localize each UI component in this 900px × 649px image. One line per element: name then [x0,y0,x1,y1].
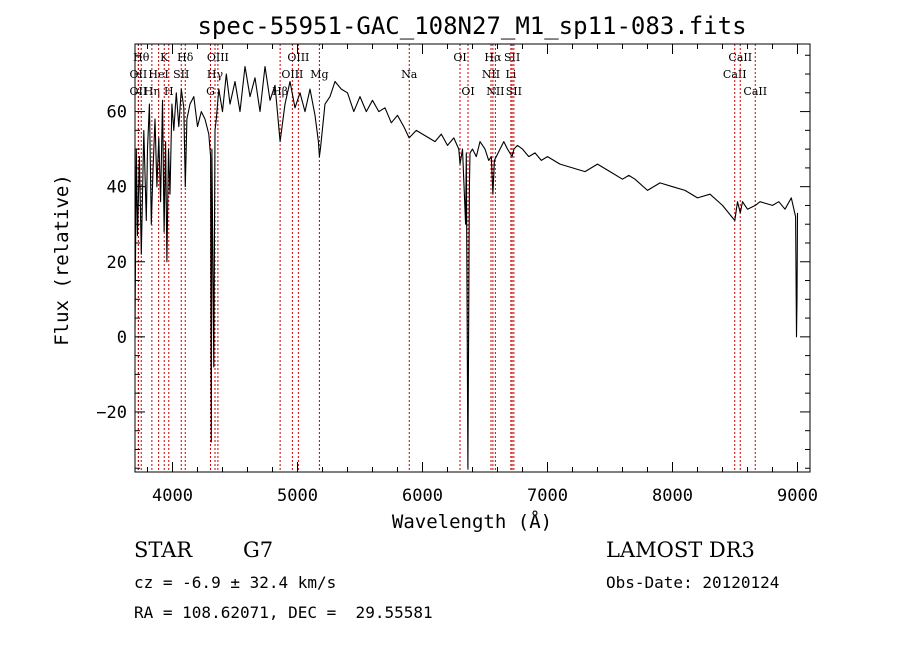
line-marker-label: G [206,85,215,98]
chart-title: spec-55951-GAC_108N27_M1_sp11-083.fits [197,12,746,40]
survey-name: LAMOST DR3 [606,538,755,562]
line-marker-label: Hη [144,85,160,98]
x-tick-label: 5000 [277,486,318,506]
coordinates: RA = 108.62071, DEC = 29.55581 [134,603,433,622]
y-axis-label: Flux (relative) [51,174,73,346]
x-tick-label: 6000 [402,486,443,506]
line-marker-label: OIII [281,68,303,81]
x-tick-label: 4000 [152,486,193,506]
line-marker-label: Hθ [133,51,150,64]
line-marker-label: Na [401,68,418,81]
line-marker-label: OIII [287,51,309,64]
line-marker-label: OI [461,85,474,98]
x-tick-label: 8000 [652,486,693,506]
line-markers: HθOIIOIIHηHeIKHSIIHδGHγOIIIHβOIIIOIIIMgN… [130,44,767,472]
line-marker-label: OII [130,85,148,98]
axes: 4000 5000 6000 7000 8000 9000 −20 0 20 40 60 [96,44,818,506]
redshift-cz: cz = -6.9 ± 32.4 km/s [134,573,337,592]
x-tick-label: 7000 [527,486,568,506]
line-marker-label: Li [505,68,516,81]
line-marker-label: CaII [728,51,752,64]
line-marker-label: OIII [207,51,229,64]
object-class: STAR [134,538,193,562]
x-tick-label: 9000 [777,486,818,506]
obs-date: Obs-Date: 20120124 [606,573,780,592]
line-marker-label: SII [173,68,189,81]
line-marker-label: CaII [723,68,747,81]
y-tick-label: 20 [107,253,127,273]
line-marker-label: H [164,85,174,98]
line-marker-label: NII [486,85,504,98]
x-axis-label: Wavelength (Å) [392,510,552,533]
spectrum-line [134,65,799,469]
plot-frame [134,43,811,473]
line-marker-label: Hα [484,51,502,64]
line-marker-label: SII [506,85,522,98]
line-marker-label: K [160,51,169,64]
line-marker-label: HeI [148,68,168,81]
y-tick-label: 60 [107,103,127,123]
line-marker-label: NII [482,68,500,81]
y-tick-label: 40 [107,178,127,198]
object-subclass: G7 [243,538,274,562]
y-tick-label: −20 [96,403,127,423]
line-marker-label: Hδ [177,51,194,64]
line-marker-label: Mg [310,68,328,81]
line-marker-label: Hγ [207,68,224,81]
line-marker-label: OI [453,51,466,64]
line-marker-label: SII [504,51,520,64]
line-marker-label: CaII [743,85,767,98]
y-tick-label: 0 [117,328,127,348]
